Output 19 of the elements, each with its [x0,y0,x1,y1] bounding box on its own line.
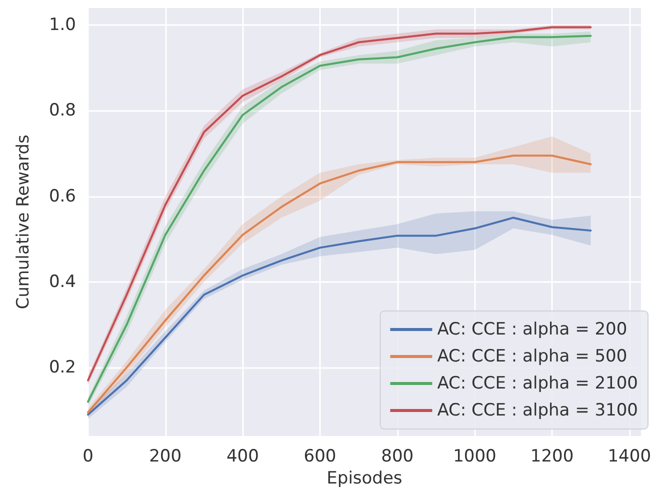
legend-label: AC: CCE : alpha = 3100 [437,400,638,420]
y-axis-title: Cumulative Rewards [14,134,34,310]
y-tick-label: 0.8 [48,100,76,121]
y-tick-label: 0.4 [48,272,76,292]
x-axis-title: Episodes [326,468,402,488]
x-tick-label: 1200 [530,446,574,466]
x-tick-label: 1000 [453,446,496,466]
legend-label: AC: CCE : alpha = 500 [437,346,628,366]
y-tick-label: 0.6 [48,186,76,206]
legend-label: AC: CCE : alpha = 200 [437,320,628,340]
x-tick-label: 200 [149,446,182,466]
y-tick-label: 1.0 [48,15,76,36]
legend-label: AC: CCE : alpha = 2100 [437,374,638,394]
x-tick-label: 0 [82,446,94,466]
x-tick-label: 1400 [608,446,651,466]
y-tick-label: 0.2 [48,358,76,378]
x-tick-label: 400 [226,446,259,466]
x-tick-label: 800 [381,446,414,466]
x-tick-label: 600 [304,446,336,466]
